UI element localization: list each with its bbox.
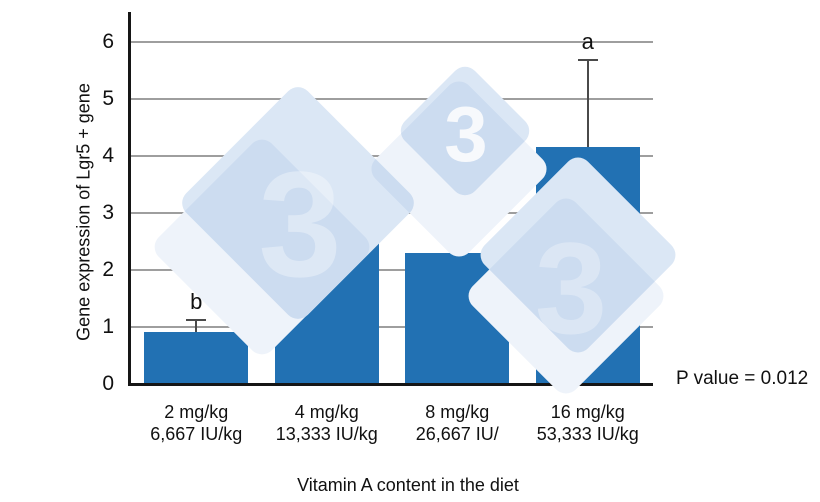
x-tick-label-line2: 53,333 IU/kg: [536, 424, 639, 444]
bar: [274, 227, 379, 383]
y-tick-label: 0: [102, 372, 114, 395]
y-tick-label: 1: [102, 315, 114, 338]
x-tick-label-line2: 6,667 IU/kg: [150, 424, 243, 444]
y-tick-label: 6: [102, 30, 114, 53]
x-tick-label-line1: 4 mg/kg: [294, 402, 359, 422]
significance-letter: b: [190, 289, 203, 315]
error-bar-line: [195, 320, 198, 332]
error-bar-cap: [186, 319, 207, 322]
x-tick-label-line2: 26,667 IU/: [415, 424, 499, 444]
y-tick-label: 2: [102, 258, 114, 281]
error-bar-line: [586, 60, 589, 147]
gridline: [131, 326, 653, 328]
bar: [405, 252, 510, 383]
y-tick-label: 3: [102, 201, 114, 224]
y-tick-label: 4: [102, 144, 114, 167]
watermark-digit: 3: [444, 90, 488, 178]
x-tick-label-line1: 8 mg/kg: [425, 402, 490, 422]
watermark-diamond: [365, 75, 553, 263]
gridline: [131, 41, 653, 43]
error-bar-line: [325, 182, 328, 228]
x-tick-label-line2: 13,333 IU/kg: [275, 424, 378, 444]
error-bar-cap: [577, 59, 598, 62]
significance-letter: ab: [445, 196, 470, 222]
bar: [144, 331, 249, 383]
y-tick-label: 5: [102, 87, 114, 110]
error-bar-cap: [447, 226, 468, 229]
gridline: [131, 98, 653, 100]
y-axis-line: [128, 12, 131, 386]
significance-letter: ab: [314, 151, 339, 177]
x-axis-title: Vitamin A content in the diet: [297, 475, 519, 495]
x-tick-label-line1: 16 mg/kg: [550, 402, 625, 422]
x-axis-line: [128, 383, 653, 386]
p-value-annotation: P value = 0.012: [676, 368, 809, 389]
bar: [535, 146, 640, 383]
watermark-diamond: [394, 60, 536, 202]
error-bar-line: [456, 227, 459, 253]
significance-letter: a: [581, 29, 594, 55]
error-bar-cap: [316, 181, 337, 184]
x-tick-label-line1: 2 mg/kg: [164, 402, 229, 422]
